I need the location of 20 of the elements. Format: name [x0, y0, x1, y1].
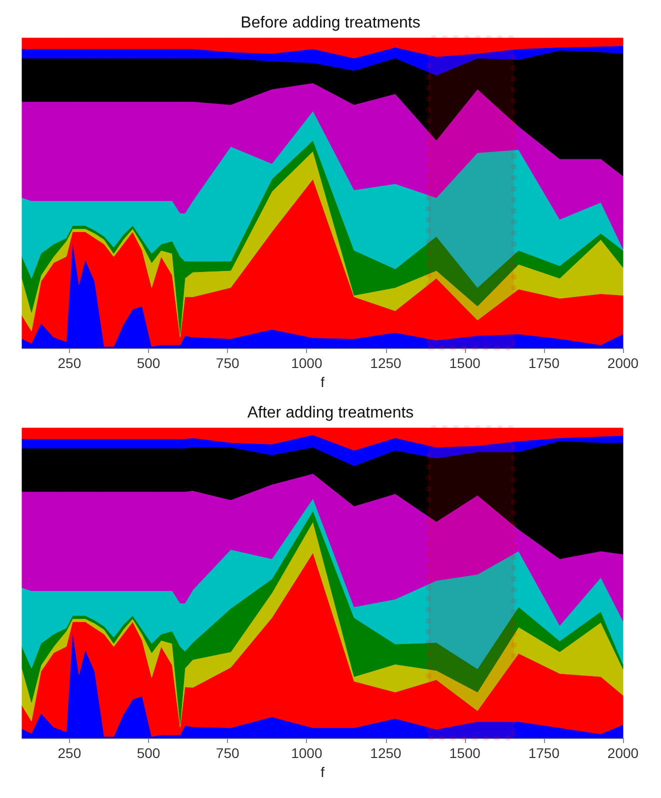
x-axis-title: f [320, 764, 325, 780]
chart-title: Before adding treatments [240, 14, 420, 32]
x-tick-label: 750 [216, 355, 240, 371]
x-tick-label: 2000 [607, 745, 639, 761]
x-tick-label: 250 [58, 355, 82, 371]
chart-title: After adding treatments [247, 404, 414, 422]
x-tick-label: 1000 [291, 745, 322, 761]
x-tick-label: 1750 [528, 745, 560, 761]
x-tick-label: 1250 [370, 745, 402, 761]
x-tick-label: 500 [136, 355, 160, 371]
x-tick-label: 1000 [291, 355, 322, 371]
x-tick-label: 500 [136, 745, 160, 761]
x-tick-label: 750 [216, 745, 240, 761]
x-tick-label: 1500 [449, 355, 481, 371]
x-tick-label: 1750 [528, 355, 560, 371]
x-tick-label: 2000 [607, 355, 639, 371]
x-tick-label: 1500 [449, 745, 481, 761]
x-tick-label: 250 [58, 745, 82, 761]
x-tick-label: 1250 [370, 355, 402, 371]
x-axis-title: f [320, 374, 325, 390]
